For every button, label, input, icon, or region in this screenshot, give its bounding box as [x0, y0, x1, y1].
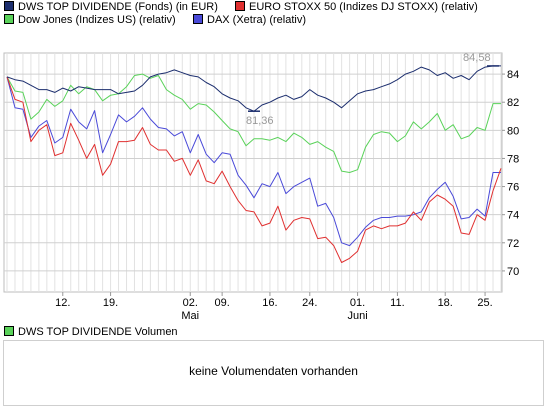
- legend-item-dws: DWS TOP DIVIDENDE (Fonds) (in EUR): [4, 1, 218, 14]
- legend-item-euro-stoxx: EURO STOXX 50 (Indizes DJ STOXX) (relati…: [235, 1, 478, 14]
- x-tick-label: 02.: [183, 297, 198, 309]
- y-tick-label: 84: [507, 69, 519, 81]
- x-tick-label: 09.: [214, 297, 229, 309]
- legend-item-dax: DAX (Xetra) (relativ): [193, 14, 306, 27]
- x-tick-label: 18.: [438, 297, 453, 309]
- legend-item-dow-jones: Dow Jones (Indizes US) (relativ): [4, 14, 176, 27]
- series-line: [6, 76, 501, 247]
- no-volume-message: keine Volumendaten vorhanden: [189, 364, 358, 378]
- price-chart: 81,36 84,58 12. 19. 02. 09. 16. 24. 01. 11. 18. 25…: [3, 52, 519, 322]
- x-tick-label: 25.: [477, 297, 492, 309]
- legend-swatch: [4, 326, 14, 336]
- x-tick-label: 16.: [262, 297, 277, 309]
- legend-label: EURO STOXX 50 (Indizes DJ STOXX) (relati…: [249, 1, 478, 13]
- y-tick-label: 72: [507, 238, 519, 250]
- annotations: 81,36 84,58: [246, 52, 500, 127]
- annotation-label: 84,58: [463, 52, 491, 64]
- legend-item-volume: DWS TOP DIVIDENDE Volumen: [4, 326, 178, 339]
- y-axis: 70 72 74 76 78 80 82 84: [502, 69, 519, 278]
- x-tick-label: 11.: [390, 297, 404, 309]
- legend-label: DWS TOP DIVIDENDE Volumen: [18, 326, 178, 338]
- legend-swatch: [4, 14, 14, 24]
- series-line: [6, 73, 501, 173]
- annotation-label: 81,36: [246, 115, 274, 127]
- legend-label: Dow Jones (Indizes US) (relativ): [18, 14, 176, 26]
- y-tick-label: 82: [507, 97, 519, 109]
- x-tick-label: 12.: [55, 297, 70, 309]
- legend-label: DWS TOP DIVIDENDE (Fonds) (in EUR): [18, 1, 218, 13]
- x-tick-label: 19.: [103, 297, 118, 309]
- volume-panel: keine Volumendaten vorhanden: [3, 340, 544, 406]
- legend-swatch: [235, 1, 245, 11]
- legend-swatch: [4, 1, 14, 11]
- y-tick-label: 78: [507, 153, 519, 165]
- x-month-label: Juni: [347, 310, 367, 322]
- legend-label: DAX (Xetra) (relativ): [207, 14, 307, 26]
- y-tick-label: 70: [507, 266, 519, 278]
- x-axis: 12. 19. 02. 09. 16. 24. 01. 11. 18. 25. Mai Juni: [55, 292, 493, 322]
- x-tick-label: 24.: [302, 297, 317, 309]
- y-tick-label: 74: [507, 210, 519, 222]
- series-line: [6, 76, 502, 263]
- y-tick-label: 80: [507, 125, 519, 137]
- x-tick-label: 01.: [350, 297, 365, 309]
- y-tick-label: 76: [507, 182, 519, 194]
- x-month-label: Mai: [181, 310, 199, 322]
- legend-swatch: [193, 14, 203, 24]
